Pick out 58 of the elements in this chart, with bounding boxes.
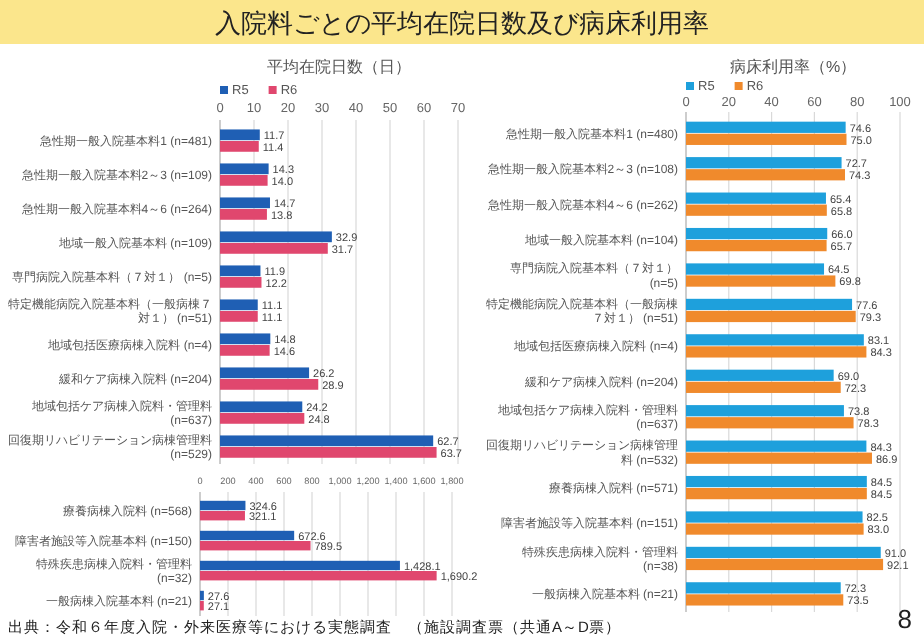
bar	[686, 594, 844, 606]
bar	[686, 310, 856, 323]
bar	[686, 157, 842, 169]
bar	[220, 163, 269, 175]
bar	[686, 511, 863, 523]
bar	[686, 440, 867, 452]
bar	[200, 541, 311, 551]
bar	[200, 511, 245, 521]
bar	[220, 413, 305, 424]
bar	[686, 204, 827, 216]
bar	[686, 263, 825, 275]
x-axis-title: 病床利用率（%）	[729, 58, 857, 76]
bar	[686, 240, 827, 252]
x-axis-title: 平均在院日数（日）	[267, 58, 411, 76]
bar	[220, 311, 258, 322]
bar	[220, 231, 332, 243]
bar	[220, 333, 271, 345]
bar	[200, 500, 246, 511]
annotation: 8	[897, 604, 912, 634]
bar	[220, 175, 268, 186]
bar	[220, 447, 437, 458]
bar	[686, 369, 834, 381]
bar	[220, 197, 270, 209]
bar	[686, 381, 841, 393]
bar	[686, 334, 864, 346]
bar	[686, 298, 853, 311]
bar	[686, 417, 854, 429]
bar	[686, 169, 845, 181]
bar	[220, 277, 262, 288]
bar	[200, 560, 400, 571]
bar	[686, 523, 864, 535]
bar	[200, 571, 437, 581]
bar	[686, 405, 844, 417]
bar	[686, 475, 867, 488]
bar	[220, 435, 434, 447]
bar	[220, 401, 303, 413]
bar	[220, 299, 258, 311]
bar	[686, 133, 847, 145]
bar	[686, 192, 826, 204]
bar	[220, 129, 260, 141]
bar	[686, 227, 828, 240]
bar	[686, 121, 846, 133]
bar	[220, 141, 259, 152]
bar	[686, 488, 867, 500]
bar	[686, 275, 836, 287]
bar	[686, 558, 884, 571]
bar	[220, 209, 267, 220]
bar	[686, 452, 872, 464]
bar	[220, 265, 261, 277]
bar	[686, 582, 841, 594]
bar	[220, 243, 328, 254]
bar	[686, 346, 867, 358]
chart-title: 入院料ごとの平均在院日数及び病床利用率	[215, 8, 709, 38]
bar	[220, 345, 270, 356]
bar	[686, 546, 881, 559]
bar	[220, 367, 310, 379]
bar	[200, 530, 295, 541]
bar	[220, 379, 319, 390]
